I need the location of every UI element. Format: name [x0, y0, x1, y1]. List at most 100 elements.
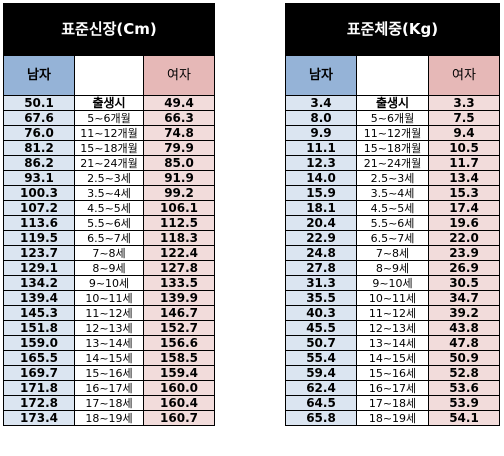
table-row: 107.2 4.5~5세 106.1	[3, 200, 215, 216]
age-label: 출생시	[74, 95, 144, 111]
age-label: 9~10세	[356, 275, 429, 291]
male-value: 40.3	[285, 305, 357, 321]
age-label: 15~16세	[74, 365, 144, 381]
age-label: 4.5~5세	[74, 200, 144, 216]
male-value: 169.7	[3, 365, 75, 381]
male-value: 64.5	[285, 395, 357, 411]
table-row: 64.5 17~18세 53.9	[285, 395, 500, 411]
table-row: 22.9 6.5~7세 22.0	[285, 230, 500, 246]
age-label: 10~11세	[74, 290, 144, 306]
table-row: 119.5 6.5~7세 118.3	[3, 230, 215, 246]
age-label: 6.5~7세	[74, 230, 144, 246]
table-row: 81.2 15~18개월 79.9	[3, 140, 215, 156]
male-value: 145.3	[3, 305, 75, 321]
female-header: 여자	[143, 55, 215, 96]
age-label: 9~10세	[74, 275, 144, 291]
age-label: 18~19세	[74, 410, 144, 426]
female-value: 13.4	[428, 170, 500, 186]
age-label: 5~6개월	[74, 110, 144, 126]
header-blank	[74, 55, 144, 96]
male-value: 65.8	[285, 410, 357, 426]
table-row: 165.5 14~15세 158.5	[3, 350, 215, 366]
table-row: 86.2 21~24개월 85.0	[3, 155, 215, 171]
age-label: 17~18세	[74, 395, 144, 411]
table-row: 40.3 11~12세 39.2	[285, 305, 500, 321]
table-row: 67.6 5~6개월 66.3	[3, 110, 215, 126]
female-value: 43.8	[428, 320, 500, 336]
female-value: 66.3	[143, 110, 215, 126]
table-row: 62.4 16~17세 53.6	[285, 380, 500, 396]
table-row: 169.7 15~16세 159.4	[3, 365, 215, 381]
male-value: 139.4	[3, 290, 75, 306]
female-value: 52.8	[428, 365, 500, 381]
age-label: 15~18개월	[356, 140, 429, 156]
male-value: 172.8	[3, 395, 75, 411]
table-row: 172.8 17~18세 160.4	[3, 395, 215, 411]
table-row: 59.4 15~16세 52.8	[285, 365, 500, 381]
table-row: 129.1 8~9세 127.8	[3, 260, 215, 276]
table-title: 표준체중(Kg)	[285, 3, 500, 56]
male-value: 173.4	[3, 410, 75, 426]
table-row: 139.4 10~11세 139.9	[3, 290, 215, 306]
male-value: 134.2	[3, 275, 75, 291]
table-row: 134.2 9~10세 133.5	[3, 275, 215, 291]
female-value: 53.6	[428, 380, 500, 396]
female-value: 152.7	[143, 320, 215, 336]
table-row: 9.9 11~12개월 9.4	[285, 125, 500, 141]
table-row: 50.7 13~14세 47.8	[285, 335, 500, 351]
male-value: 93.1	[3, 170, 75, 186]
table-row: 113.6 5.5~6세 112.5	[3, 215, 215, 231]
age-label: 5.5~6세	[74, 215, 144, 231]
age-label: 11~12개월	[74, 125, 144, 141]
table-row: 76.0 11~12개월 74.8	[3, 125, 215, 141]
female-value: 3.3	[428, 95, 500, 111]
female-value: 133.5	[143, 275, 215, 291]
female-value: 158.5	[143, 350, 215, 366]
table-row: 65.8 18~19세 54.1	[285, 410, 500, 426]
table-row: 20.4 5.5~6세 19.6	[285, 215, 500, 231]
female-value: 50.9	[428, 350, 500, 366]
female-value: 9.4	[428, 125, 500, 141]
table-row: 123.7 7~8세 122.4	[3, 245, 215, 261]
male-value: 8.0	[285, 110, 357, 126]
table-row: 14.0 2.5~3세 13.4	[285, 170, 500, 186]
age-label: 3.5~4세	[356, 185, 429, 201]
table-row: 173.4 18~19세 160.7	[3, 410, 215, 426]
female-value: 30.5	[428, 275, 500, 291]
male-value: 12.3	[285, 155, 357, 171]
table-row: 11.1 15~18개월 10.5	[285, 140, 500, 156]
male-value: 55.4	[285, 350, 357, 366]
male-value: 59.4	[285, 365, 357, 381]
table-row: 45.5 12~13세 43.8	[285, 320, 500, 336]
female-value: 15.3	[428, 185, 500, 201]
age-label: 12~13세	[74, 320, 144, 336]
female-value: 23.9	[428, 245, 500, 261]
female-value: 7.5	[428, 110, 500, 126]
age-label: 출생시	[356, 95, 429, 111]
weight-table: 표준체중(Kg) 남자 여자 3.4 출생시 3.3 8.0 5~6개월 7.5 9.9 11…	[285, 3, 500, 426]
male-value: 113.6	[3, 215, 75, 231]
male-value: 171.8	[3, 380, 75, 396]
male-value: 151.8	[3, 320, 75, 336]
table-row: 145.3 11~12세 146.7	[3, 305, 215, 321]
age-label: 5.5~6세	[356, 215, 429, 231]
age-label: 21~24개월	[356, 155, 429, 171]
male-value: 22.9	[285, 230, 357, 246]
female-value: 85.0	[143, 155, 215, 171]
male-value: 129.1	[3, 260, 75, 276]
female-value: 139.9	[143, 290, 215, 306]
table-row: 12.3 21~24개월 11.7	[285, 155, 500, 171]
male-value: 81.2	[3, 140, 75, 156]
female-value: 19.6	[428, 215, 500, 231]
female-value: 39.2	[428, 305, 500, 321]
table-row: 93.1 2.5~3세 91.9	[3, 170, 215, 186]
male-value: 62.4	[285, 380, 357, 396]
female-value: 118.3	[143, 230, 215, 246]
female-value: 17.4	[428, 200, 500, 216]
table-title: 표준신장(Cm)	[3, 3, 215, 56]
table-row: 55.4 14~15세 50.9	[285, 350, 500, 366]
male-value: 107.2	[3, 200, 75, 216]
age-label: 11~12세	[356, 305, 429, 321]
female-value: 160.0	[143, 380, 215, 396]
age-label: 16~17세	[356, 380, 429, 396]
